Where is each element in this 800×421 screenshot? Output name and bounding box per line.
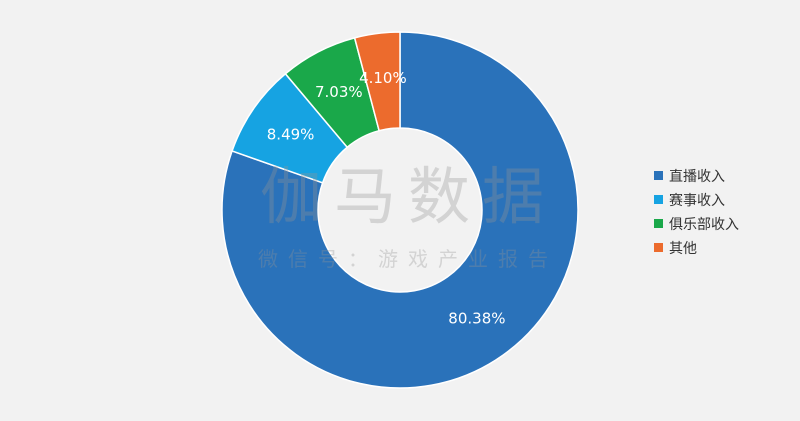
donut-slices [221,31,579,389]
legend-swatch-1 [654,195,663,204]
slice-labels: 80.38% 8.49% 7.03%4.10% [267,69,506,327]
watermark: 伽马数据 微信号：游戏产业报告 [258,160,558,271]
legend-label-3: 其他 [669,241,697,257]
slice-label-1: 8.49% [267,125,315,143]
slice-0 [221,31,579,389]
legend-label-1: 赛事收入 [669,193,725,209]
slice-label-3: 4.10% [359,69,407,87]
watermark-main-text: 伽马数据 [260,160,556,233]
legend-swatch-2 [654,219,663,228]
watermark-sub-text: 微信号：游戏产业报告 [258,247,558,271]
slice-label-0: 80.38% [448,310,505,328]
legend-label-0: 直播收入 [669,168,725,185]
slice-label-2: 7.03% [315,83,363,101]
legend-label-2: 俱乐部收入 [669,217,739,233]
legend-swatch-3 [654,243,663,252]
slice-3 [353,31,401,132]
legend-swatch-0 [654,171,663,180]
